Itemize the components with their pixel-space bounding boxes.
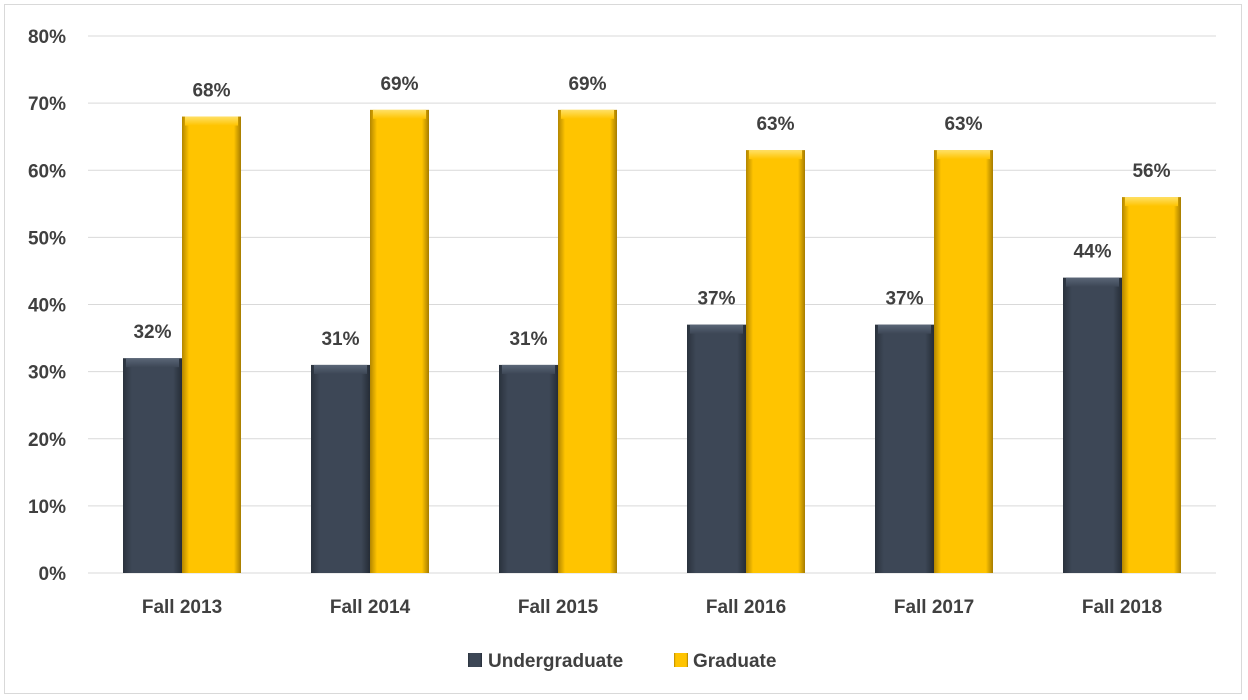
- bar-undergraduate: [687, 324, 746, 573]
- legend: Undergraduate Graduate: [468, 651, 776, 672]
- bar-bevel: [185, 116, 238, 126]
- y-tick-label: 20%: [28, 430, 66, 451]
- legend-item-graduate: Graduate: [674, 651, 776, 672]
- bar-body: [182, 116, 241, 574]
- bar-body: [687, 324, 746, 573]
- data-label: 69%: [568, 74, 606, 95]
- y-tick-label: 70%: [28, 94, 66, 115]
- y-tick-label: 0%: [39, 564, 67, 585]
- bar-bevel: [502, 364, 555, 374]
- bar-bevel: [561, 109, 614, 119]
- data-label: 31%: [321, 329, 359, 350]
- bar-body: [746, 150, 805, 574]
- data-label: 37%: [885, 289, 923, 310]
- bar-graduate: [558, 109, 617, 574]
- data-label: 68%: [192, 81, 230, 102]
- data-label: 44%: [1073, 242, 1111, 263]
- gridlines: [88, 35, 1216, 574]
- legend-label: Graduate: [693, 651, 776, 672]
- legend-swatch: [468, 653, 482, 667]
- bar-graduate: [182, 116, 241, 574]
- bar-graduate: [370, 109, 429, 574]
- bar-bevel: [314, 364, 367, 374]
- x-tick-label: Fall 2014: [330, 597, 411, 618]
- y-tick-label: 30%: [28, 363, 66, 384]
- data-label: 31%: [509, 329, 547, 350]
- bar-bevel: [878, 324, 931, 334]
- bar-body: [1063, 277, 1122, 573]
- x-axis: Fall 2013 Fall 2014 Fall 2015 Fall 2016 Fall…: [142, 597, 1162, 618]
- bar-body: [1122, 197, 1181, 573]
- bar-body: [499, 364, 558, 573]
- bar-undergraduate: [123, 358, 182, 573]
- bar-body: [558, 109, 617, 574]
- bar-undergraduate: [311, 364, 370, 573]
- legend-item-undergraduate: Undergraduate: [468, 651, 623, 672]
- bar-body: [370, 109, 429, 574]
- bar-undergraduate: [875, 324, 934, 573]
- data-labels: 32% 68% 31% 69% 31% 69% 37% 63% 37% 63% 44% 56%: [133, 74, 1170, 350]
- bar-body: [311, 364, 370, 573]
- y-tick-label: 60%: [28, 161, 66, 182]
- x-tick-label: Fall 2015: [518, 597, 599, 618]
- y-axis: 0% 10% 20% 30% 40% 50% 60% 70% 80%: [28, 27, 66, 585]
- bar-body: [934, 150, 993, 574]
- data-label: 32%: [133, 322, 171, 343]
- y-tick-label: 10%: [28, 497, 66, 518]
- bar-bevel: [937, 150, 990, 160]
- bar-undergraduate: [1063, 277, 1122, 573]
- data-label: 56%: [1132, 161, 1170, 182]
- bars: [123, 109, 1181, 574]
- bar-graduate: [1122, 197, 1181, 573]
- bar-bevel: [373, 109, 426, 119]
- x-tick-label: Fall 2016: [706, 597, 786, 618]
- bar-bevel: [690, 324, 743, 334]
- bar-bevel: [126, 358, 179, 368]
- x-tick-label: Fall 2013: [142, 597, 222, 618]
- x-tick-label: Fall 2018: [1082, 597, 1162, 618]
- legend-label: Undergraduate: [488, 651, 623, 672]
- data-label: 63%: [944, 114, 982, 135]
- bar-undergraduate: [499, 364, 558, 573]
- data-label: 63%: [756, 114, 794, 135]
- bar-body: [875, 324, 934, 573]
- y-tick-label: 40%: [28, 296, 66, 317]
- bar-graduate: [934, 150, 993, 574]
- data-label: 69%: [380, 74, 418, 95]
- bar-body: [123, 358, 182, 573]
- legend-swatch: [674, 653, 688, 667]
- data-label: 37%: [697, 289, 735, 310]
- bar-bevel: [749, 150, 802, 160]
- x-tick-label: Fall 2017: [894, 597, 974, 618]
- y-tick-label: 50%: [28, 228, 66, 249]
- bar-graduate: [746, 150, 805, 574]
- y-tick-label: 80%: [28, 27, 66, 48]
- bar-bevel: [1125, 197, 1178, 207]
- bar-bevel: [1066, 277, 1119, 287]
